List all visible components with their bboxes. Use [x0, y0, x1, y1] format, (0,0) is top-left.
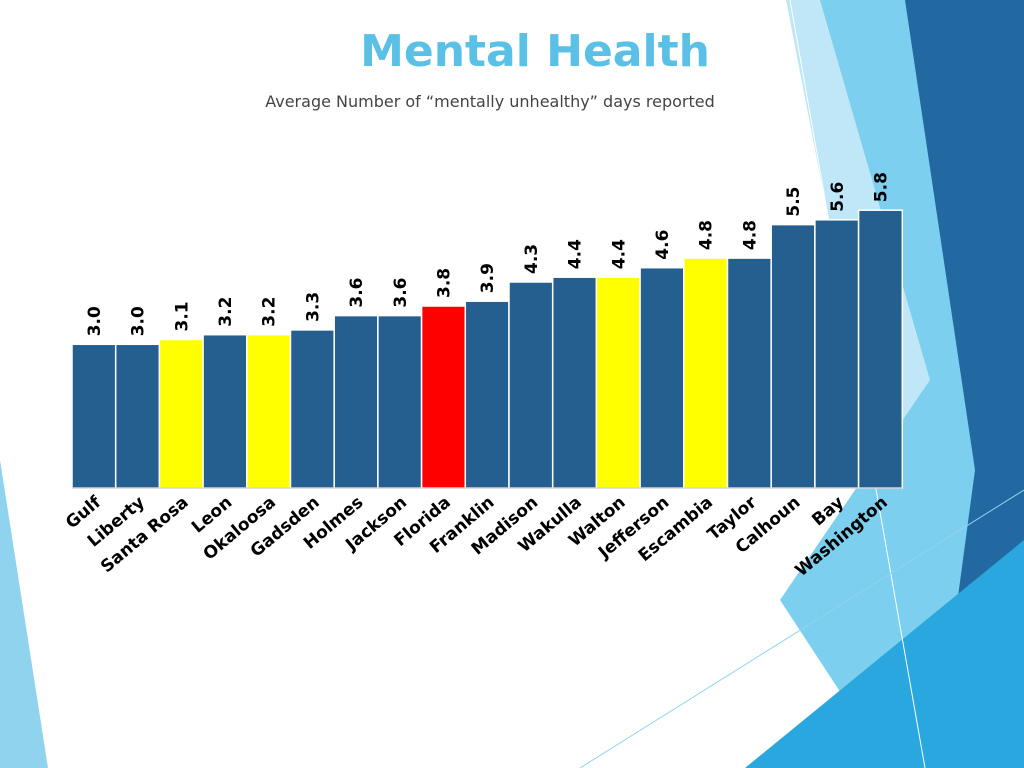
value-label: 3.2 — [260, 297, 280, 327]
slide-subtitle: Average Number of “mentally unhealthy” d… — [265, 92, 715, 111]
bar-holmes — [333, 314, 379, 489]
bar-leon — [202, 333, 248, 489]
bar-franklin — [464, 300, 510, 489]
value-label: 3.1 — [172, 301, 192, 331]
value-label: 5.8 — [872, 172, 892, 202]
value-label: 4.8 — [740, 220, 760, 250]
value-label: 3.6 — [347, 277, 367, 307]
right-panel-bright — [745, 540, 1024, 768]
bar-jackson — [377, 314, 423, 489]
bar-calhoun — [770, 223, 816, 489]
bar-madison — [508, 281, 554, 489]
bar-gadsden — [289, 329, 335, 489]
value-label: 4.4 — [609, 239, 629, 269]
bar-gulf — [71, 343, 117, 489]
bar-walton — [595, 276, 641, 489]
value-label: 3.2 — [216, 297, 236, 327]
bar-jefferson — [639, 266, 685, 489]
value-label: 4.4 — [566, 239, 586, 269]
bar-santa-rosa — [158, 338, 204, 489]
bar-okaloosa — [246, 333, 292, 489]
bar-washington — [857, 209, 904, 489]
bar-taylor — [726, 257, 772, 489]
value-label: 4.6 — [653, 230, 673, 260]
bar-liberty — [114, 343, 161, 489]
value-label: 3.0 — [85, 306, 105, 336]
bar-escambia — [683, 257, 729, 489]
bar-florida — [420, 305, 467, 489]
bar-bay — [814, 219, 860, 489]
value-labels-layer: 3.0 3.0 3.1 3.2 3.2 3.3 3.6 3.6 3.8 3.9 4.3 4.4 4.4 4… — [85, 172, 892, 336]
deco-line-2 — [579, 489, 1024, 768]
value-label: 5.5 — [784, 186, 804, 216]
value-label: 3.6 — [391, 277, 411, 307]
bars-layer — [71, 209, 904, 489]
left-accent-shape — [0, 460, 48, 768]
value-label: 3.0 — [129, 306, 149, 336]
value-label: 3.8 — [435, 268, 455, 298]
value-label: 3.9 — [478, 263, 498, 293]
bar-wakulla — [551, 276, 598, 489]
value-label: 5.6 — [828, 182, 848, 212]
value-label: 4.3 — [522, 244, 542, 274]
slide-title: Mental Health — [360, 26, 710, 77]
value-label: 3.3 — [303, 292, 323, 322]
value-label: 4.8 — [697, 220, 717, 250]
